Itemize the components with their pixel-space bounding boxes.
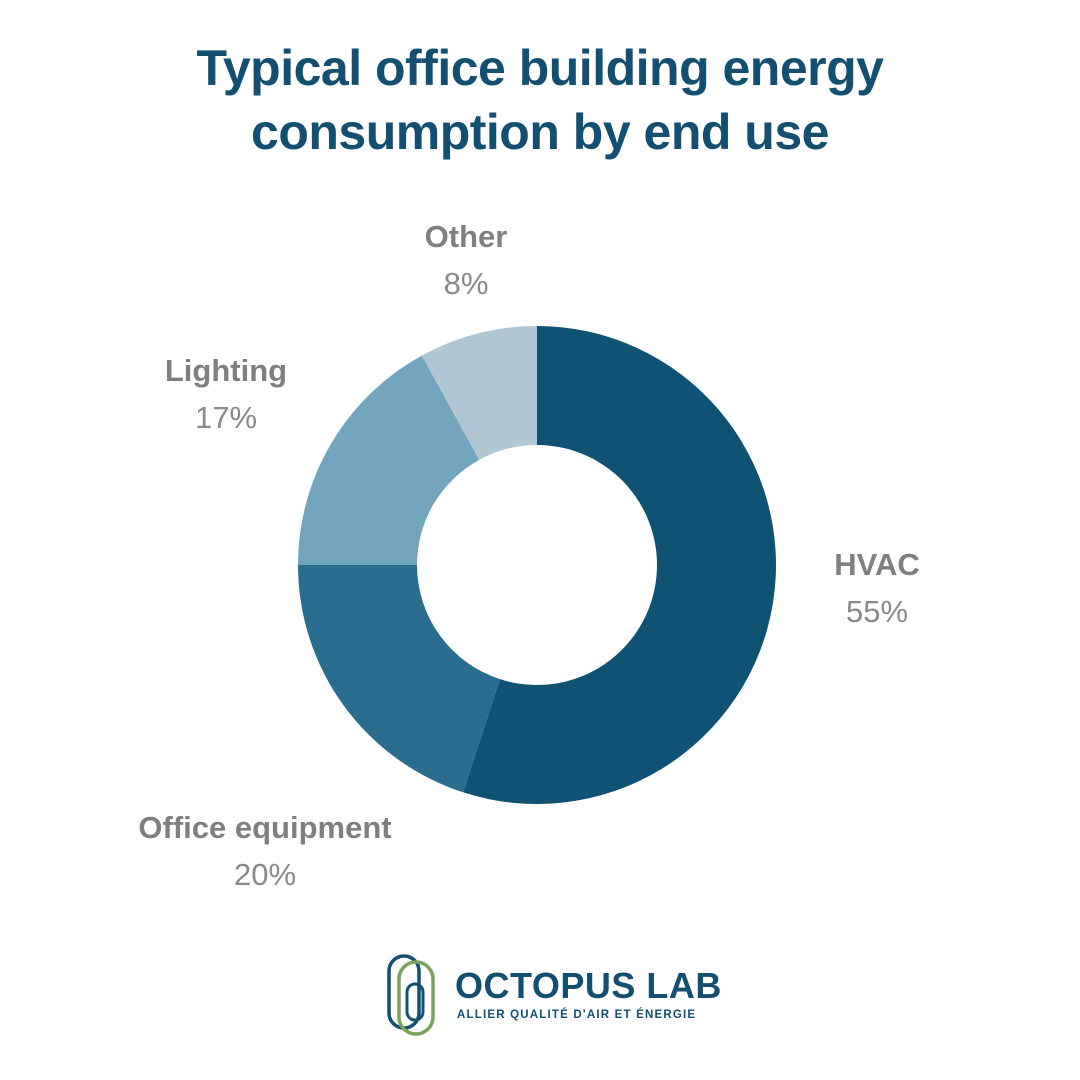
logo-tagline: ALLIER QUALITÉ D'AIR ET ÉNERGIE bbox=[457, 1009, 697, 1021]
slice-other bbox=[421, 326, 537, 460]
chart-title-line-2: consumption by end use bbox=[251, 104, 829, 160]
octopus-lab-logo: OCTOPUS LAB ALLIER QUALITÉ D'AIR ET ÉNER… bbox=[385, 950, 721, 1040]
chart-title-line-1: Typical office building energy bbox=[196, 40, 884, 96]
slice-lighting bbox=[298, 355, 480, 565]
slice-label-office-equipment: Office equipment bbox=[138, 810, 391, 845]
slice-value-other: 8% bbox=[444, 266, 489, 301]
slice-label-other: Other bbox=[425, 219, 508, 254]
chart-title: Typical office building energy consumpti… bbox=[0, 36, 1080, 164]
slice-label-hvac: HVAC bbox=[834, 547, 920, 582]
slice-labels: HVAC 55% Office equipment 20% Lighting 17% Oth… bbox=[138, 219, 919, 892]
donut-slices bbox=[298, 326, 777, 804]
octopus-logo-icon bbox=[387, 954, 435, 1036]
slice-value-hvac: 55% bbox=[846, 594, 908, 629]
logo-name: OCTOPUS LAB bbox=[455, 965, 722, 1006]
slice-hvac bbox=[463, 326, 777, 804]
slice-value-lighting: 17% bbox=[195, 400, 257, 435]
slice-label-lighting: Lighting bbox=[165, 353, 287, 388]
slice-office-equipment bbox=[298, 565, 500, 793]
slice-value-office-equipment: 20% bbox=[234, 857, 296, 892]
